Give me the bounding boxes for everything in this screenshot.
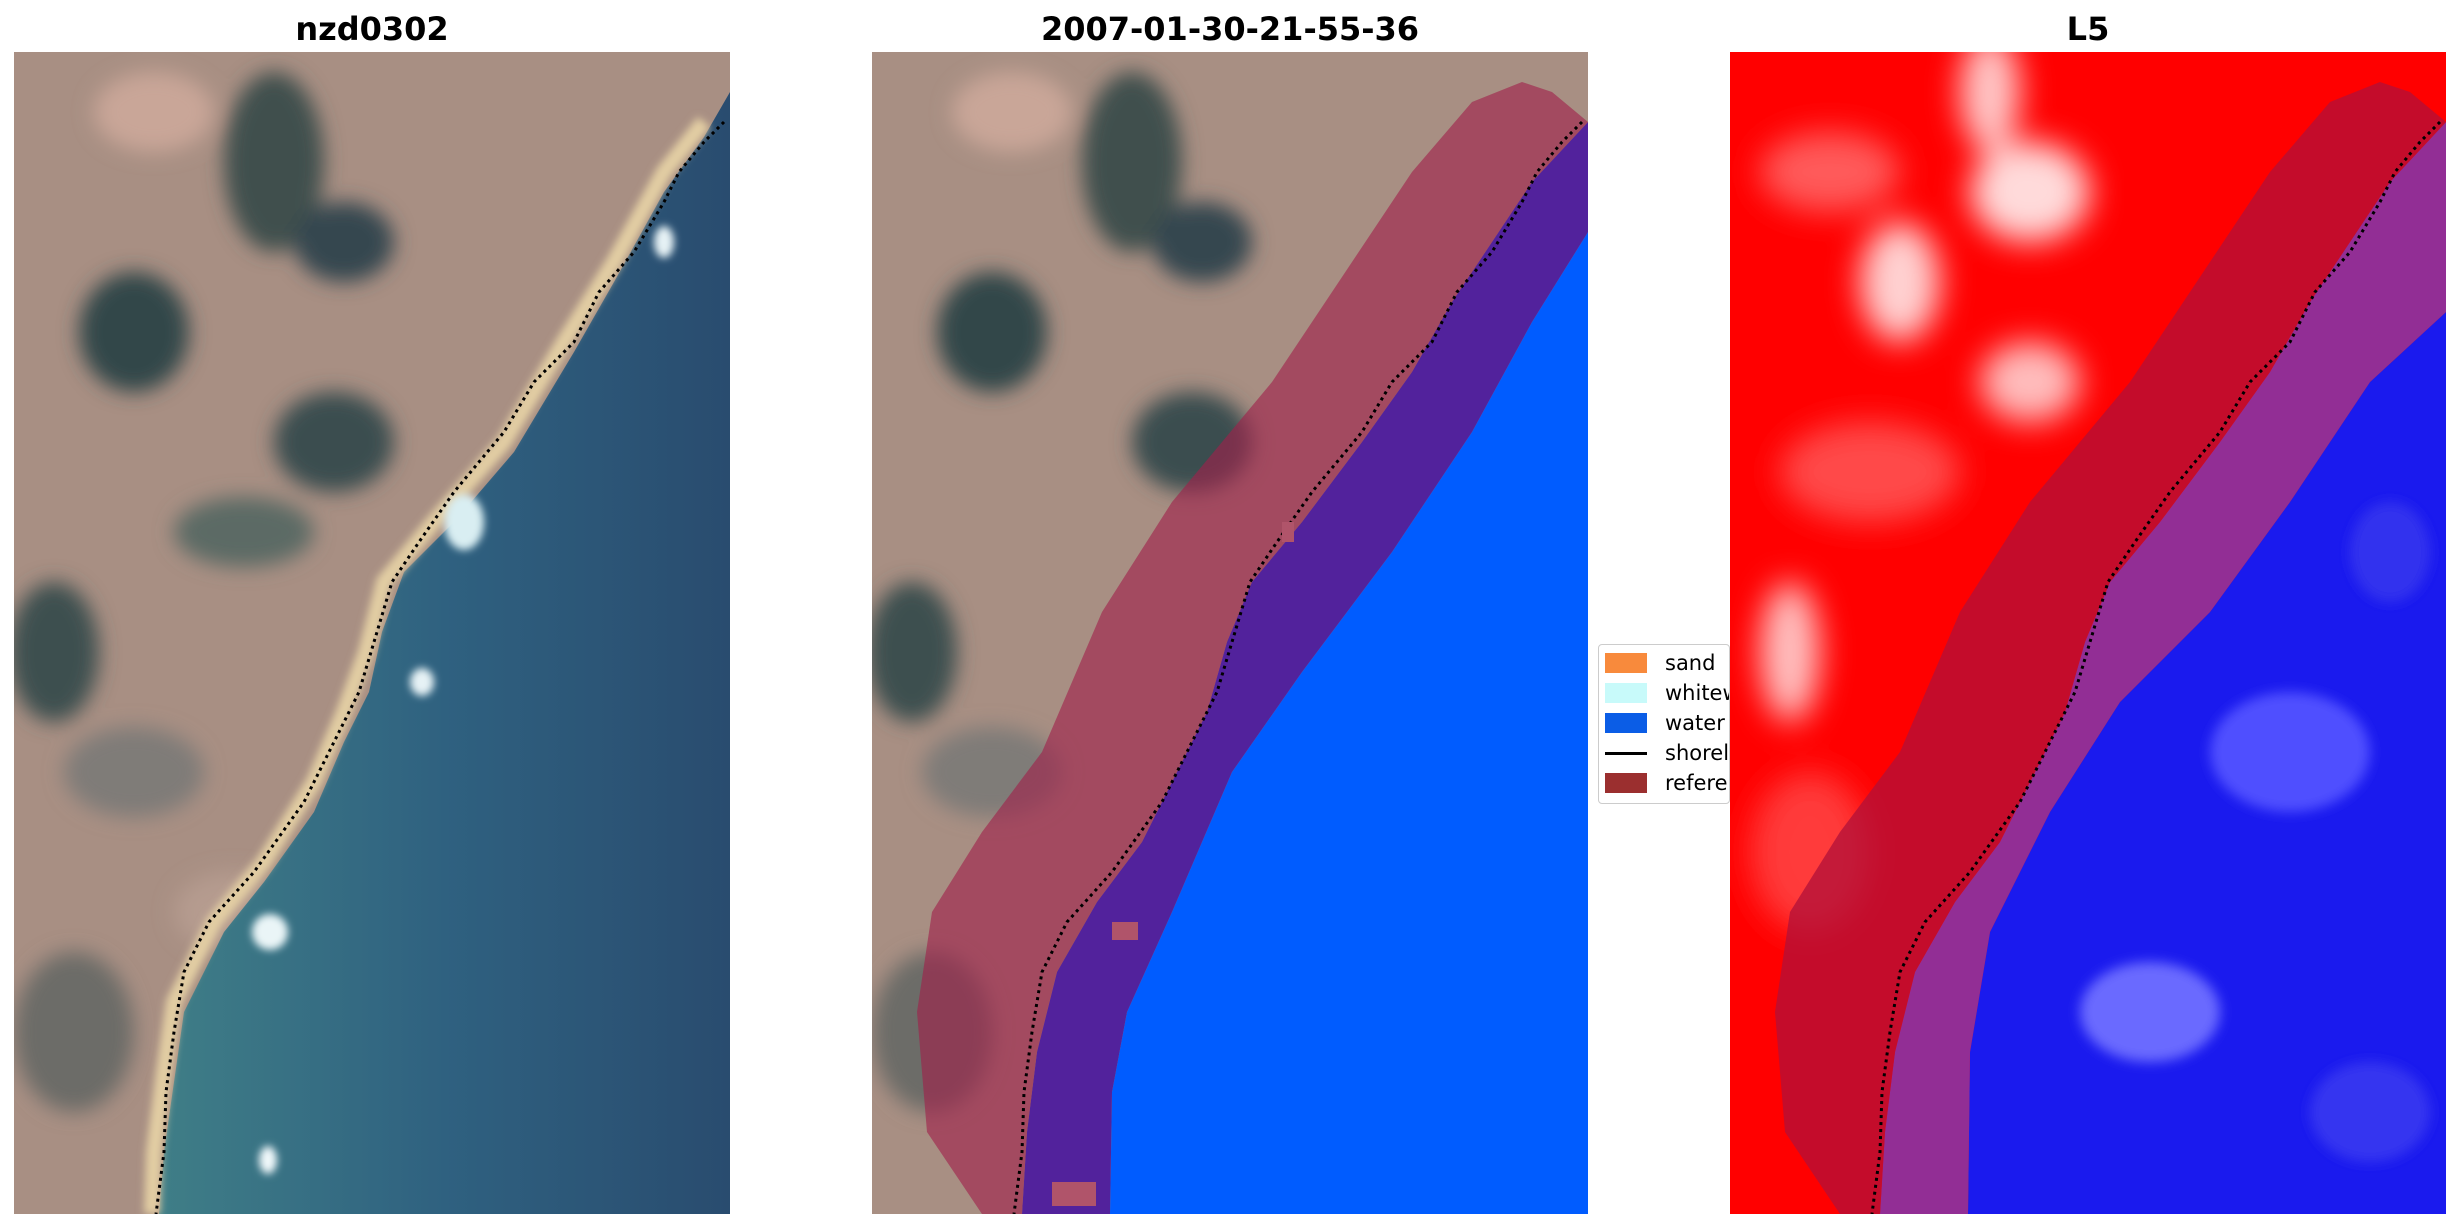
legend-item-reference: reference: [1605, 771, 1729, 795]
beach-strip: [144, 117, 711, 1214]
shoreline-line: [1870, 120, 2442, 1214]
misclassified-pixel: [1052, 1182, 1096, 1206]
shoreline-line: [154, 120, 726, 1214]
panel-title-classified: 2007-01-30-21-55-36: [1040, 10, 1420, 48]
legend-line-shoreline: [1605, 751, 1647, 755]
legend-label: reference: [1665, 771, 1729, 795]
water-buffer-overlay: [1880, 122, 2446, 1214]
water-variation: [2080, 502, 2430, 1162]
legend-swatch-whitewater: [1605, 683, 1647, 703]
sea-area: [159, 92, 730, 1214]
classified-image-panel: [872, 52, 1588, 1214]
panel-title-index: L5: [2066, 10, 2110, 48]
panel-title-rgb: nzd0302: [295, 10, 449, 48]
rgb-satellite-image: [14, 52, 730, 1214]
surf-highlights: [252, 226, 674, 1174]
water-index-area: [1968, 312, 2446, 1214]
water-class-area: [1110, 232, 1588, 1214]
classified-image: [872, 52, 1588, 1214]
legend-label: sand: [1665, 651, 1716, 675]
vegetation-patches: [14, 72, 394, 1112]
misclassified-pixel: [1282, 522, 1294, 542]
rgb-image-panel: [14, 52, 730, 1214]
reference-buffer-overlay: [917, 82, 1588, 1214]
legend-label: shoreline: [1665, 741, 1730, 765]
legend-swatch-reference: [1605, 773, 1647, 793]
water-buffer-overlay: [1022, 122, 1588, 1214]
legend-item-sand: sand: [1605, 651, 1715, 675]
legend-item-shoreline: shoreline: [1605, 741, 1730, 765]
legend-swatch-sand: [1605, 653, 1647, 673]
legend-swatch-water: [1605, 713, 1647, 733]
index-image-panel: [1730, 52, 2446, 1214]
misclassified-pixel: [1112, 922, 1138, 940]
legend-label: water: [1665, 711, 1725, 735]
water-index-image: [1730, 52, 2446, 1214]
legend-item-water: water: [1605, 711, 1725, 735]
shoreline-line: [1012, 120, 1584, 1214]
reference-buffer-overlay: [1775, 82, 2446, 1214]
